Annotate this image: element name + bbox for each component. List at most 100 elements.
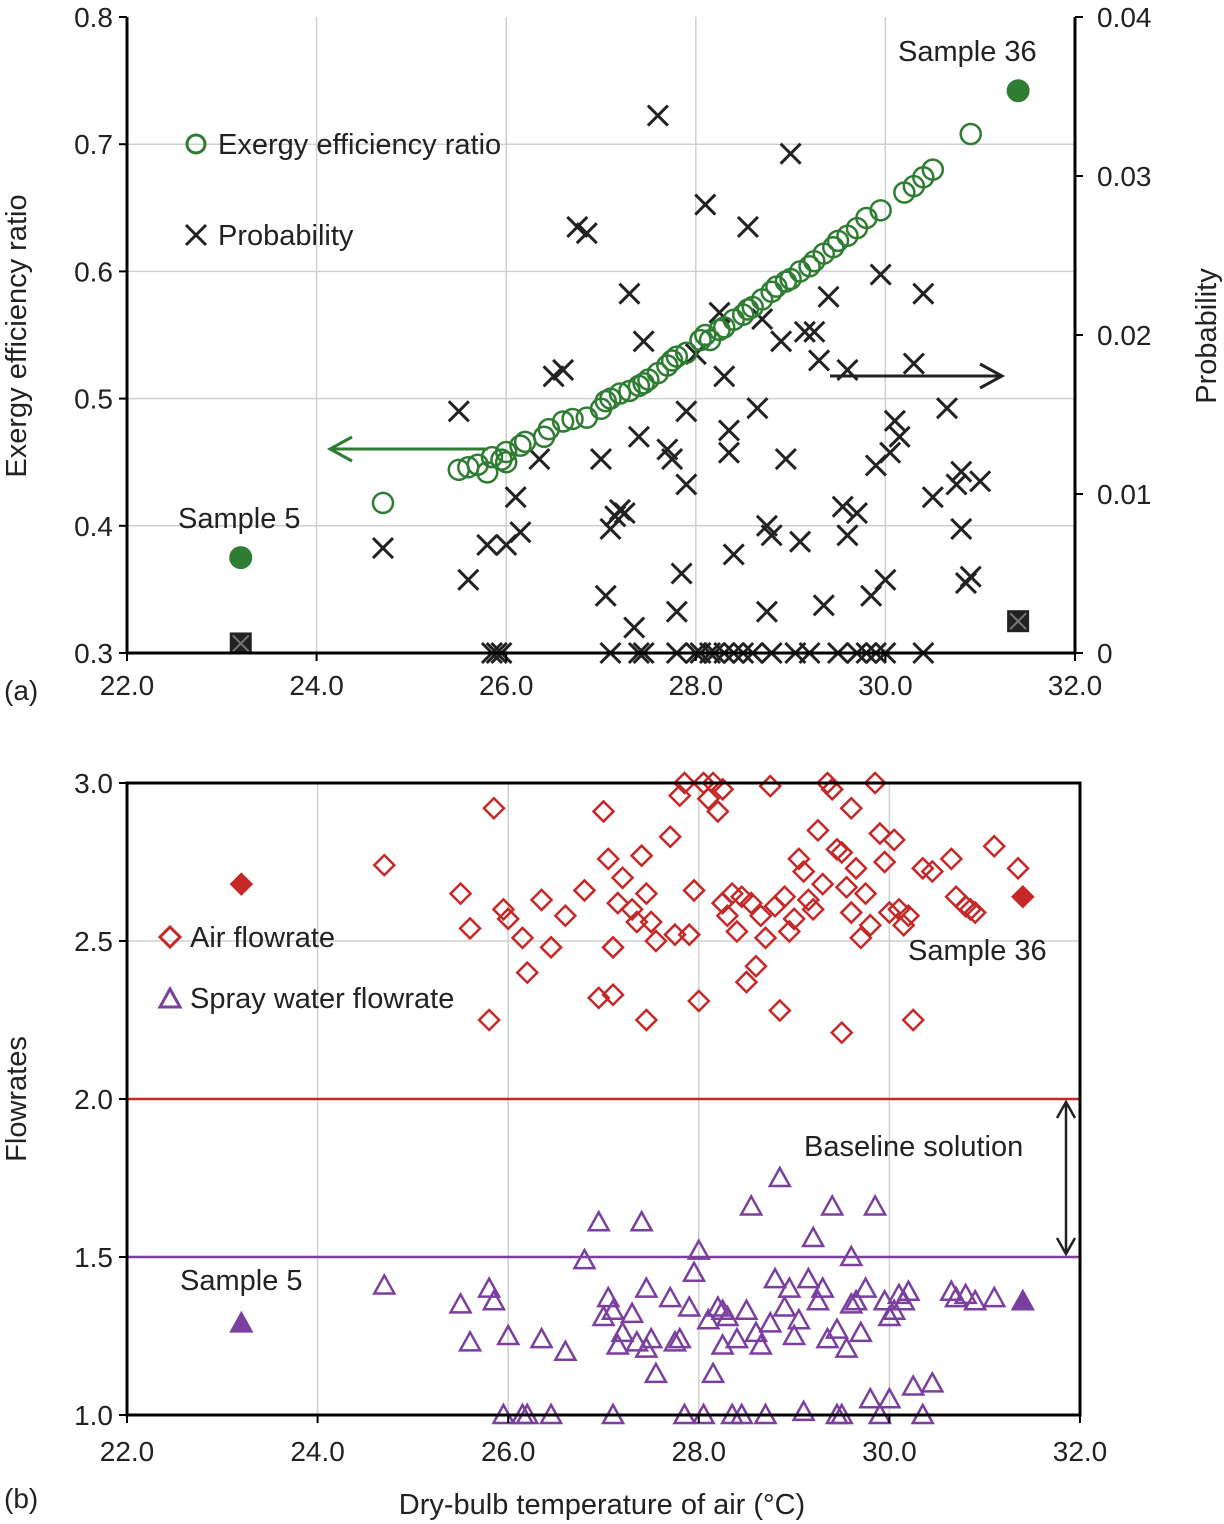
probability-point <box>736 215 760 238</box>
probability-point <box>935 397 959 420</box>
air-flowrate-point <box>734 970 759 994</box>
spray-water-point <box>639 1326 664 1349</box>
probability-point <box>817 285 840 308</box>
y-tick-label: 3.0 <box>74 768 113 799</box>
exergy-highlight-point <box>1006 79 1030 103</box>
probability-highlight-point <box>229 632 252 655</box>
air-flowrate-point <box>529 888 554 912</box>
air-flowrate-highlight-point <box>1011 884 1035 909</box>
panel-b-reference-lines <box>127 1097 1080 1259</box>
air-flowrate-point <box>687 989 711 1013</box>
air-flowrate-point <box>610 866 635 890</box>
probability-point <box>950 460 973 483</box>
probability-point <box>675 473 698 496</box>
air-flowrate-point <box>658 824 682 849</box>
probability-point <box>912 282 935 305</box>
y-tick-label: 0.7 <box>74 129 113 160</box>
x-tick-label: 26.0 <box>481 1436 536 1467</box>
air-flowrate-point <box>829 1020 854 1045</box>
probability-point <box>447 400 470 423</box>
probability-point <box>504 486 527 509</box>
air-flowrate-point <box>629 843 654 868</box>
air-flowrate-point <box>696 787 721 811</box>
air-flowrate-point <box>634 881 659 906</box>
probability-point <box>371 536 395 560</box>
air-flowrate-point <box>982 834 1006 858</box>
air-flowrate-point <box>1006 856 1030 881</box>
probability-point <box>836 358 859 382</box>
air-flowrate-point <box>806 818 830 843</box>
panel-a-tick-labels: 22.0 24.0 26.0 28.0 30.0 32.0 0.3 0.4 0.5 0.6 0.7 0… <box>74 2 1151 701</box>
probability-point <box>618 282 641 305</box>
air-flowrate-point <box>796 888 821 912</box>
air-flowrate-point <box>606 891 630 915</box>
legend-spray-water-label: Spray water flowrate <box>190 983 454 1015</box>
probability-point <box>457 568 480 591</box>
spray-water-point <box>843 1288 869 1311</box>
y2-tick-label: 0 <box>1097 638 1113 669</box>
air-flowrate-point <box>753 926 778 950</box>
spray-water-point <box>481 1288 507 1311</box>
spray-water-point <box>824 1317 850 1339</box>
exergy-point <box>660 349 684 372</box>
probability-point <box>869 263 892 286</box>
y-tick-label: 0.3 <box>74 638 113 669</box>
legend-air-flowrate-label: Air flowrate <box>190 922 335 954</box>
exergy-point <box>694 323 717 347</box>
probability-point <box>589 447 613 471</box>
probability-point <box>789 530 812 553</box>
spray-water-point <box>943 1285 969 1308</box>
probability-point <box>694 193 717 216</box>
probability-point <box>528 447 551 471</box>
spray-water-point <box>877 1386 902 1409</box>
exergy-point <box>480 445 504 469</box>
annotation-sample-5-b: Sample 5 <box>180 1265 303 1297</box>
air-flowrate-point <box>572 878 597 903</box>
air-flowrate-point <box>586 986 611 1010</box>
legend-diamond-marker <box>157 924 183 950</box>
probability-point <box>755 600 778 623</box>
spray-water-point <box>643 1361 669 1384</box>
spray-water-point <box>781 1323 807 1346</box>
exergy-point <box>798 255 821 278</box>
spray-water-point <box>572 1247 597 1270</box>
x-tick-label: 22.0 <box>100 670 155 701</box>
panel-a-points <box>229 79 1030 665</box>
spray-water-point <box>677 1294 702 1317</box>
probability-point <box>760 524 783 547</box>
x-axis-label: Dry-bulb temperature of air (°C) <box>399 1489 805 1521</box>
air-flowrate-point <box>482 796 506 821</box>
air-flowrate-point <box>772 884 797 909</box>
exergy-point <box>537 417 561 441</box>
air-flowrate-point <box>782 907 806 931</box>
panel-a-y2-axis-label: Probability <box>1191 268 1223 404</box>
probability-point <box>575 222 598 245</box>
probability-point <box>945 473 968 496</box>
air-flowrate-point <box>739 891 763 915</box>
panel-a-y-axis-label: Exergy efficiency ratio <box>1 194 33 477</box>
air-flowrate-point <box>596 847 621 871</box>
air-flowrate-point <box>758 774 783 798</box>
spray-water-point <box>791 1399 816 1422</box>
air-flowrate-point <box>901 1008 925 1032</box>
spray-water-point <box>705 1294 730 1317</box>
spray-water-point <box>820 1193 845 1216</box>
air-flowrate-point <box>729 884 754 909</box>
annotation-sample-36-b: Sample 36 <box>908 935 1047 967</box>
left-axis-arrow <box>326 435 488 463</box>
baseline-double-arrow <box>1055 1099 1077 1257</box>
y-tick-label: 2.0 <box>74 1084 113 1115</box>
probability-point <box>713 365 736 388</box>
spray-water-point <box>796 1266 821 1289</box>
air-flowrate-point <box>510 926 535 950</box>
probability-point <box>509 521 532 544</box>
air-flowrate-point <box>372 853 397 877</box>
probability-point <box>883 409 906 432</box>
air-flowrate-point <box>853 881 878 906</box>
exergy-point <box>575 406 599 429</box>
air-flowrate-point <box>877 900 902 925</box>
spray-water-point <box>477 1276 502 1298</box>
air-flowrate-point <box>891 913 916 937</box>
x-tick-label: 30.0 <box>858 670 913 701</box>
y-tick-label: 0.6 <box>74 256 113 287</box>
